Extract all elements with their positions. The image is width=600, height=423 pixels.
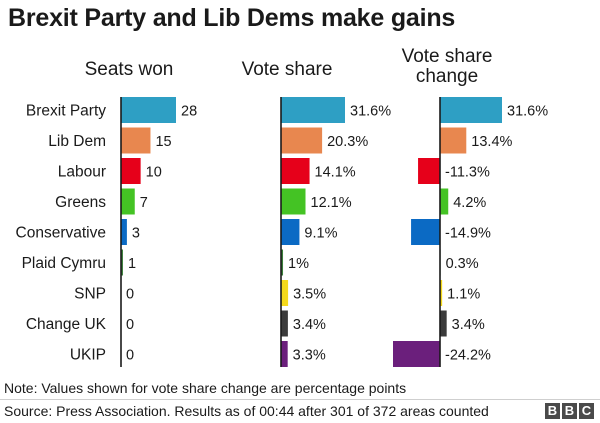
data-label: -14.9% [445, 226, 491, 242]
bar [281, 249, 284, 276]
data-label: 3.4% [293, 317, 326, 333]
chart-title: Brexit Party and Lib Dems make gains [8, 4, 456, 32]
bar [121, 158, 141, 184]
bar [440, 188, 449, 215]
panel-title: Vote share [402, 46, 493, 67]
bar [281, 341, 288, 367]
data-label: 1% [288, 256, 309, 272]
bbc-logo-letter: C [579, 403, 594, 419]
data-label: 4.2% [453, 195, 486, 211]
data-label: 3.5% [293, 287, 326, 303]
category-label: SNP [74, 286, 106, 303]
category-label: Labour [58, 164, 106, 181]
bar [281, 97, 345, 123]
data-label: 0.3% [446, 256, 479, 272]
panel-title: Vote share [242, 59, 333, 80]
bar [440, 127, 467, 154]
data-label: 15 [155, 134, 171, 150]
data-label: 0 [126, 317, 134, 333]
category-label: Change UK [26, 316, 107, 333]
category-label: Lib Dem [48, 133, 106, 150]
bbc-logo-letter: B [545, 403, 560, 419]
category-label: Greens [55, 194, 106, 211]
data-label: 9.1% [304, 226, 337, 242]
bar [440, 310, 447, 337]
data-label: 10 [146, 165, 162, 181]
bar [281, 280, 289, 306]
bbc-logo-letter: B [562, 403, 577, 419]
bar [281, 188, 306, 215]
bar [121, 127, 151, 154]
bar [121, 219, 127, 245]
panel-title: Seats won [85, 59, 174, 80]
source-text: Source: Press Association. Results as of… [4, 403, 489, 419]
data-label: 3.3% [293, 348, 326, 364]
data-label: 3 [132, 226, 140, 242]
data-label: 14.1% [315, 165, 356, 181]
data-label: 13.4% [471, 134, 512, 150]
data-label: 28 [181, 104, 197, 120]
category-label: UKIP [70, 347, 106, 364]
data-label: 20.3% [327, 134, 368, 150]
bar [121, 249, 123, 276]
category-label: Conservative [16, 225, 106, 242]
chart-area: Brexit Party Lib Dem Labour Greens Conservat… [16, 46, 548, 367]
chart-note: Note: Values shown for vote share change… [4, 380, 407, 396]
bar [281, 310, 288, 337]
bar [440, 97, 502, 123]
footer: Source: Press Association. Results as of… [0, 399, 600, 423]
bar [281, 219, 300, 245]
data-label: -24.2% [445, 348, 491, 364]
bar [281, 127, 323, 154]
data-label: 0 [126, 348, 134, 364]
bar [121, 97, 176, 123]
data-label: 7 [140, 195, 148, 211]
bar [281, 158, 310, 184]
data-label: 1.1% [447, 287, 480, 303]
data-label: 0 [126, 287, 134, 303]
panel-title: change [416, 66, 478, 87]
category-label: Plaid Cymru [22, 255, 106, 272]
data-label: 3.4% [452, 317, 485, 333]
bar [121, 188, 135, 215]
category-label: Brexit Party [26, 103, 106, 120]
bbc-logo: B B C [545, 403, 594, 419]
data-label: 31.6% [507, 104, 548, 120]
data-label: 1 [128, 256, 136, 272]
bar [393, 341, 440, 367]
data-label: -11.3% [445, 165, 490, 181]
bar [440, 280, 443, 306]
bar [418, 158, 440, 184]
data-label: 12.1% [311, 195, 352, 211]
data-label: 31.6% [350, 104, 391, 120]
bar [411, 219, 440, 245]
